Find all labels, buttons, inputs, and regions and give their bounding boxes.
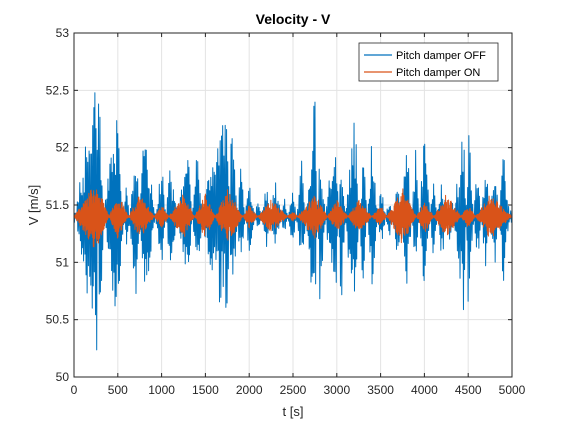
y-tick-label: 50: [56, 370, 70, 384]
x-tick-label: 0: [71, 383, 78, 397]
x-tick-label: 1000: [148, 383, 175, 397]
x-tick-label: 5000: [499, 383, 526, 397]
tick-marks: [73, 32, 513, 378]
x-tick-label: 4500: [455, 383, 482, 397]
y-tick-label: 51: [56, 255, 70, 269]
chart-title: Velocity - V: [256, 11, 331, 27]
y-axis-label: V [m/s]: [26, 185, 41, 225]
x-tick-label: 3500: [367, 383, 394, 397]
legend-label-pitch-damper-off: Pitch damper OFF: [396, 50, 486, 62]
x-axis-label: t [s]: [283, 404, 304, 419]
y-tick-label: 51.5: [46, 198, 70, 212]
y-tick-labels: 50 50.5 51 51.5 52 52.5 53: [46, 26, 70, 384]
y-tick-label: 52: [56, 141, 70, 155]
legend-label-pitch-damper-on: Pitch damper ON: [396, 67, 480, 79]
y-tick-label: 52.5: [46, 83, 70, 97]
x-tick-label: 3000: [323, 383, 350, 397]
legend-box: [358, 42, 499, 82]
series-layer: [74, 92, 512, 351]
series-line-pitch-damper-on: [74, 188, 512, 248]
x-tick-labels: 0 500 1000 1500 2000 2500 3000 3500 4000 4500 5000: [71, 383, 526, 397]
x-tick-label: 500: [108, 383, 128, 397]
x-tick-label: 2000: [236, 383, 263, 397]
y-tick-label: 50.5: [46, 313, 70, 327]
legend: Pitch damper OFF Pitch damper ON: [358, 42, 499, 82]
y-tick-label: 53: [56, 26, 70, 40]
x-tick-label: 1500: [192, 383, 219, 397]
x-tick-label: 4000: [411, 383, 438, 397]
x-tick-label: 2500: [280, 383, 307, 397]
